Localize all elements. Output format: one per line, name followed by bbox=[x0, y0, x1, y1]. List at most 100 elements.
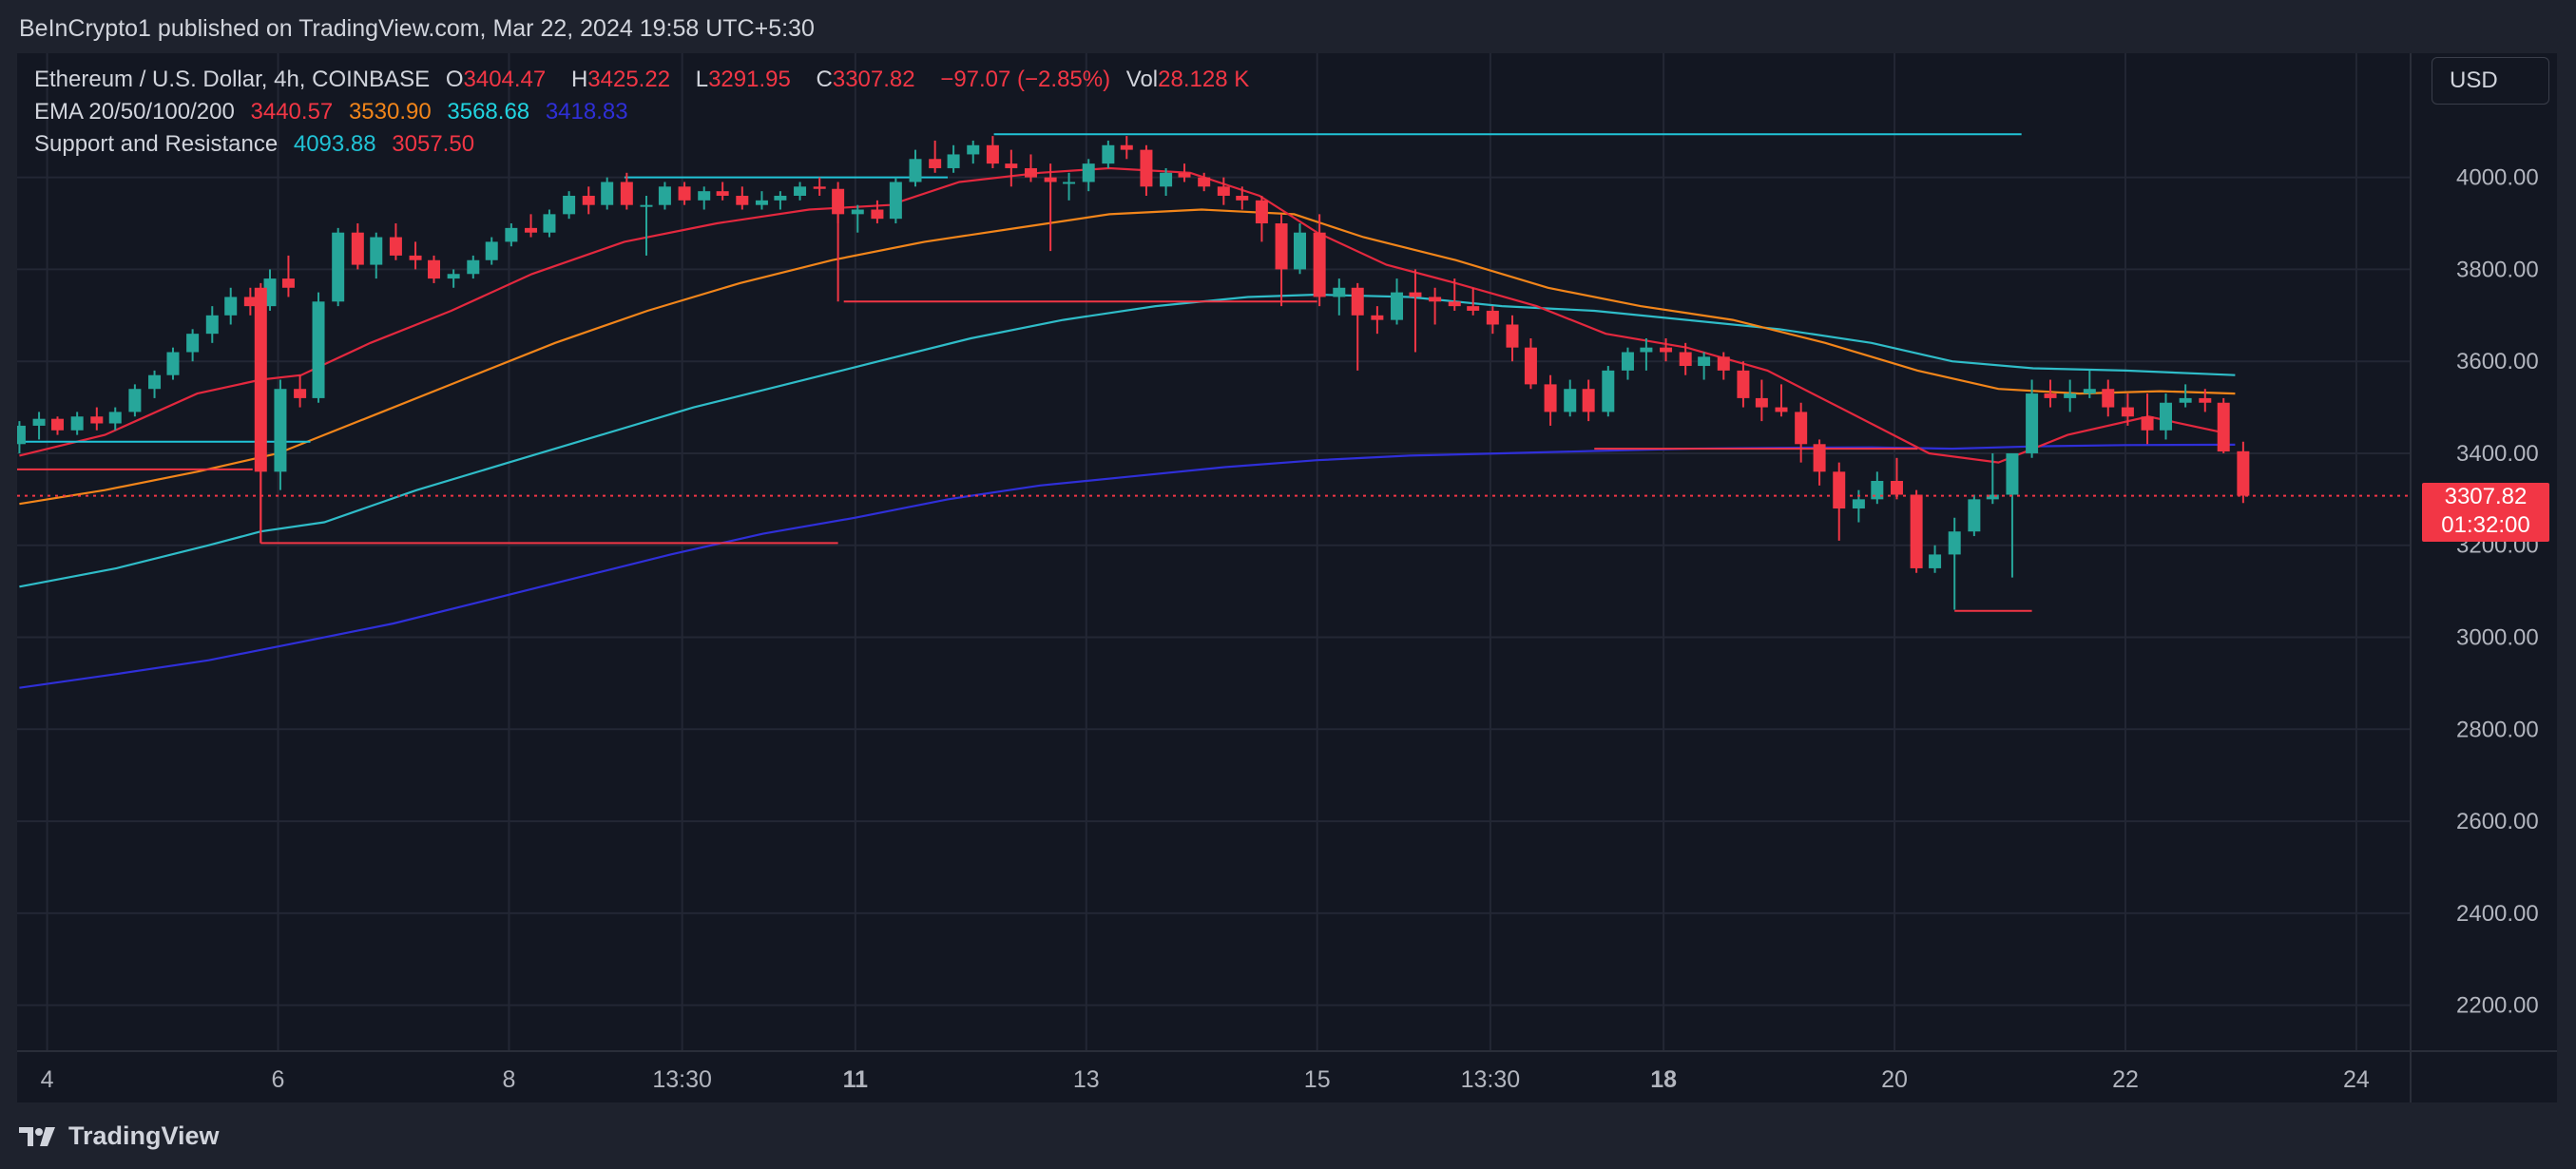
y-tick-label: 3600.00 bbox=[2456, 349, 2539, 374]
candle-down bbox=[620, 182, 633, 205]
candle-down bbox=[1178, 172, 1191, 178]
y-tick-label: 4000.00 bbox=[2456, 165, 2539, 191]
candle-down bbox=[1910, 494, 1923, 568]
candle-up bbox=[186, 334, 200, 353]
candle-up bbox=[2159, 402, 2172, 431]
x-tick-label: 20 bbox=[1881, 1066, 1908, 1093]
y-tick-label: 2200.00 bbox=[2456, 993, 2539, 1019]
x-tick-label: 24 bbox=[2343, 1066, 2370, 1093]
candle-down bbox=[1544, 384, 1557, 412]
legend-symbol[interactable]: Ethereum / U.S. Dollar, 4h, COINBASE bbox=[34, 67, 431, 92]
candle-up bbox=[1564, 389, 1577, 412]
candle-up bbox=[17, 425, 26, 445]
legend-ema-row: EMA 20/50/100/200 3440.57 3530.90 3568.6… bbox=[34, 99, 638, 125]
candle-down bbox=[409, 255, 422, 260]
candle-down bbox=[2141, 416, 2154, 431]
y-tick-label: 3800.00 bbox=[2456, 257, 2539, 282]
candle-up bbox=[698, 191, 711, 201]
candle-down bbox=[1313, 232, 1326, 297]
candle-up bbox=[1698, 356, 1711, 367]
candle-down bbox=[2199, 397, 2212, 403]
legend-ohlc-row: Ethereum / U.S. Dollar, 4h, COINBASE O34… bbox=[34, 67, 1268, 93]
candle-up bbox=[1160, 172, 1173, 187]
open-label: O bbox=[445, 67, 464, 92]
candle-down bbox=[1755, 397, 1768, 408]
candle-up bbox=[658, 186, 671, 205]
candle-down bbox=[90, 416, 104, 424]
candle-up bbox=[70, 416, 84, 431]
low-label: L bbox=[695, 67, 709, 92]
last-price-value: 3307.82 bbox=[2444, 484, 2528, 509]
change-value: −97.07 (−2.85%) bbox=[940, 67, 1111, 92]
candle-up bbox=[447, 274, 460, 279]
candle-down bbox=[929, 159, 942, 168]
x-tick-label: 15 bbox=[1304, 1066, 1331, 1093]
candle-up bbox=[1852, 499, 1865, 509]
candle-down bbox=[716, 191, 729, 196]
x-tick-label: 6 bbox=[272, 1066, 285, 1093]
candle-up bbox=[889, 182, 902, 220]
ema50-value: 3530.90 bbox=[348, 99, 432, 125]
candle-down bbox=[1044, 177, 1057, 182]
candle-up bbox=[1391, 292, 1404, 320]
candle-down bbox=[2217, 402, 2230, 452]
ema200-value: 3418.83 bbox=[545, 99, 628, 125]
price-chart[interactable]: 2200.002400.002600.002800.003000.003200.… bbox=[17, 53, 2557, 1102]
x-tick-label: 4 bbox=[41, 1066, 54, 1093]
sr-indicator-label[interactable]: Support and Resistance bbox=[34, 131, 279, 157]
candle-down bbox=[871, 209, 884, 220]
low-value: 3291.95 bbox=[708, 67, 791, 92]
candle-down bbox=[351, 232, 364, 265]
candle-down bbox=[1429, 297, 1442, 302]
candle-up bbox=[2006, 452, 2019, 495]
x-tick-label: 8 bbox=[502, 1066, 515, 1093]
candle-down bbox=[1660, 347, 1673, 353]
candle-up bbox=[224, 297, 238, 316]
candle-up bbox=[1929, 554, 1942, 568]
ema-indicator-label[interactable]: EMA 20/50/100/200 bbox=[34, 99, 235, 125]
candle-up bbox=[947, 154, 960, 168]
candle-down bbox=[1275, 223, 1288, 270]
candle-up bbox=[2179, 397, 2192, 403]
candle-up bbox=[1871, 481, 1884, 500]
y-tick-label: 2400.00 bbox=[2456, 901, 2539, 927]
candle-up bbox=[274, 389, 287, 472]
high-label: H bbox=[570, 67, 588, 92]
candle-down bbox=[1890, 481, 1903, 495]
candle-down bbox=[1236, 196, 1249, 201]
candle-up bbox=[1602, 370, 1615, 412]
candle-up bbox=[467, 259, 480, 275]
candle-down bbox=[582, 196, 595, 205]
candle-up bbox=[2064, 393, 2077, 398]
legend-sr-row: Support and Resistance 4093.88 3057.50 bbox=[34, 131, 484, 158]
candle-up bbox=[505, 227, 518, 242]
ema100-line bbox=[19, 293, 2236, 588]
candle-down bbox=[281, 278, 295, 288]
candle-up bbox=[312, 301, 325, 398]
candle-down bbox=[1467, 306, 1480, 311]
candle-down bbox=[2237, 450, 2250, 496]
candle-down bbox=[2102, 389, 2115, 408]
candle-up bbox=[370, 237, 383, 265]
candle-down bbox=[1409, 292, 1422, 297]
candle-up bbox=[563, 196, 576, 215]
candle-up bbox=[1986, 494, 1999, 500]
candle-down bbox=[1813, 444, 1826, 472]
candle-down bbox=[1506, 324, 1519, 348]
candle-up bbox=[2026, 393, 2039, 453]
candle-up bbox=[1948, 531, 1961, 555]
y-tick-label: 3400.00 bbox=[2456, 441, 2539, 467]
close-label: C bbox=[816, 67, 833, 92]
tradingview-brand-text: TradingView bbox=[68, 1121, 220, 1150]
chart-area[interactable]: 2200.00 2400.00 2600.00 2800.00 3000.00 3200.… bbox=[17, 53, 2557, 1102]
resistance-value: 4093.88 bbox=[293, 131, 376, 157]
tradingview-logo[interactable]: TradingView bbox=[19, 1121, 220, 1151]
candle-down bbox=[678, 186, 691, 201]
candle-up bbox=[1333, 287, 1346, 297]
candle-down bbox=[525, 227, 538, 233]
last-price-badge: 3307.82 01:32:00 bbox=[2422, 483, 2549, 542]
ema50-line bbox=[19, 208, 2236, 506]
currency-selector-button[interactable]: USD bbox=[2432, 57, 2549, 105]
candle-up bbox=[2083, 389, 2096, 394]
candle-up bbox=[128, 389, 142, 412]
